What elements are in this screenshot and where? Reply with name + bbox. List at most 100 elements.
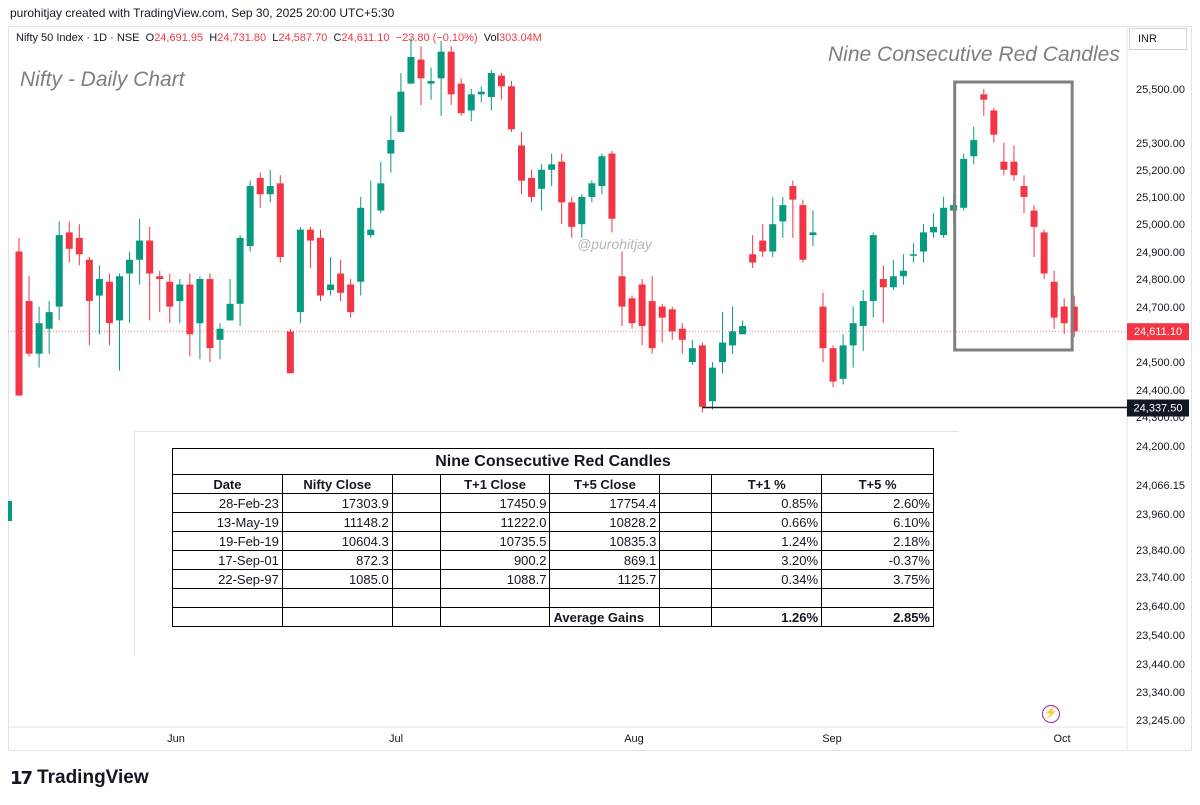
candle[interactable] — [286, 328, 294, 374]
candle[interactable] — [698, 342, 706, 413]
candle[interactable] — [256, 172, 264, 208]
candle[interactable] — [357, 196, 365, 296]
candle[interactable] — [568, 196, 576, 238]
nine-candles-box[interactable] — [953, 80, 1074, 352]
candle[interactable] — [367, 180, 375, 238]
candle[interactable] — [970, 126, 978, 165]
candle[interactable] — [35, 306, 43, 368]
candle[interactable] — [417, 46, 425, 106]
symbol-legend[interactable]: Nifty 50 Index · 1D · NSE O24,691.95 H24… — [16, 32, 542, 44]
candle[interactable] — [467, 89, 475, 122]
candle[interactable] — [327, 257, 335, 296]
candle[interactable] — [1020, 175, 1028, 214]
candle[interactable] — [608, 150, 616, 233]
candle[interactable] — [1070, 295, 1078, 338]
candle[interactable] — [769, 196, 777, 258]
candle[interactable] — [899, 254, 907, 285]
candle[interactable] — [518, 131, 525, 195]
candle[interactable] — [558, 153, 566, 225]
candle[interactable] — [15, 237, 23, 396]
candle[interactable] — [719, 312, 726, 374]
candle[interactable] — [799, 199, 807, 263]
currency-selector[interactable]: INR — [1129, 28, 1187, 50]
candle[interactable] — [377, 161, 385, 214]
candle[interactable] — [65, 221, 73, 263]
candle[interactable] — [276, 175, 284, 263]
candle[interactable] — [45, 301, 53, 354]
candle[interactable] — [246, 180, 254, 252]
candle[interactable] — [1050, 270, 1058, 329]
candle[interactable] — [1060, 298, 1068, 335]
candle[interactable] — [116, 273, 123, 371]
candle[interactable] — [457, 78, 465, 116]
candle[interactable] — [879, 265, 887, 324]
candle[interactable] — [648, 276, 656, 354]
candle[interactable] — [55, 221, 63, 321]
candle[interactable] — [668, 306, 676, 340]
candle[interactable] — [477, 86, 485, 103]
candle[interactable] — [487, 70, 495, 111]
candle[interactable] — [146, 226, 154, 321]
candle[interactable] — [447, 46, 455, 106]
candle[interactable] — [507, 80, 515, 132]
candle[interactable] — [628, 295, 636, 329]
candle[interactable] — [688, 339, 696, 365]
candle[interactable] — [1040, 229, 1048, 280]
candle[interactable] — [729, 306, 737, 354]
candle[interactable] — [708, 362, 716, 410]
candle[interactable] — [859, 290, 867, 351]
candle[interactable] — [216, 323, 224, 360]
candle[interactable] — [598, 153, 606, 195]
candle[interactable] — [528, 169, 536, 203]
candle[interactable] — [266, 169, 274, 203]
candle[interactable] — [849, 306, 857, 368]
candle[interactable] — [548, 153, 556, 187]
candle[interactable] — [497, 72, 505, 100]
candle[interactable] — [85, 257, 93, 346]
symbol-name[interactable]: Nifty 50 Index · 1D · NSE — [16, 32, 140, 44]
candle[interactable] — [306, 226, 314, 269]
candle[interactable] — [1000, 142, 1008, 176]
candle[interactable] — [176, 279, 184, 324]
candle[interactable] — [940, 196, 948, 238]
candle[interactable] — [739, 320, 747, 335]
candle[interactable] — [1010, 145, 1018, 181]
candle[interactable] — [588, 180, 596, 203]
candle[interactable] — [829, 345, 837, 388]
candle[interactable] — [809, 210, 817, 247]
alert-flash-icon[interactable]: ⚡ — [1042, 705, 1060, 723]
candle[interactable] — [317, 229, 324, 302]
candle[interactable] — [397, 72, 405, 132]
candle[interactable] — [136, 218, 144, 285]
candle[interactable] — [819, 292, 827, 363]
candle[interactable] — [658, 303, 666, 343]
candle[interactable] — [105, 273, 113, 346]
candle[interactable] — [166, 273, 174, 324]
candle[interactable] — [25, 276, 33, 357]
candle[interactable] — [156, 270, 164, 313]
candle[interactable] — [95, 265, 103, 335]
candle[interactable] — [75, 224, 83, 266]
candle[interactable] — [759, 224, 767, 258]
candle[interactable] — [638, 279, 646, 346]
candle[interactable] — [789, 180, 797, 238]
candle[interactable] — [337, 259, 345, 302]
candle[interactable] — [126, 251, 134, 324]
candle[interactable] — [930, 213, 938, 238]
candle[interactable] — [578, 194, 586, 238]
candle[interactable] — [296, 226, 304, 324]
candle[interactable] — [186, 273, 194, 357]
candle[interactable] — [387, 115, 395, 173]
candle[interactable] — [196, 276, 204, 360]
candle[interactable] — [236, 235, 244, 326]
candle[interactable] — [618, 251, 626, 326]
candle[interactable] — [749, 235, 757, 269]
candle[interactable] — [990, 107, 998, 143]
candle[interactable] — [1030, 205, 1038, 258]
candle[interactable] — [889, 259, 897, 291]
candle[interactable] — [226, 279, 234, 321]
candle[interactable] — [407, 38, 415, 84]
candle[interactable] — [960, 153, 968, 211]
candle[interactable] — [869, 232, 877, 318]
